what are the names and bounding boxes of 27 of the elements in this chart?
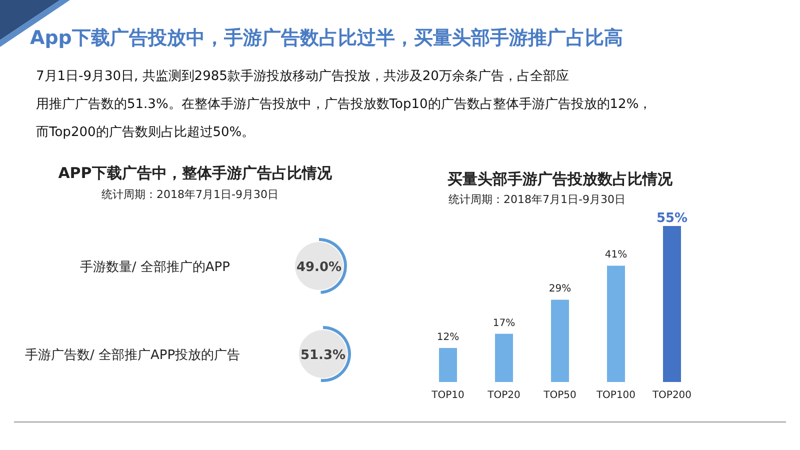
bar xyxy=(663,226,681,382)
data-label: 41% xyxy=(604,250,628,261)
x-tick-label: TOP100 xyxy=(595,390,636,401)
text: 51.3% xyxy=(300,348,346,363)
text: 手游数量/ 全部推广的APP xyxy=(80,260,230,275)
text: 49.0% xyxy=(296,260,342,275)
text: 7月1日-9月30日, 共监测到2985款手游投放移动广告投放，共涉及20万余条广告，占全部应 xyxy=(36,68,569,84)
text: 用推广广告数的51.3%。在整体手游广告投放中，广告投放数Top10的广告数占整体手游广告投放的12%， xyxy=(36,97,652,112)
x-tick-label: TOP200 xyxy=(651,390,692,401)
bar xyxy=(551,300,569,382)
chart-title: 买量头部手游广告投放数占比情况 xyxy=(448,170,674,188)
data-label: 55% xyxy=(656,211,688,226)
bar xyxy=(439,348,457,382)
chart-subtitle: 统计周期：2018年7月1日-9月30日 xyxy=(448,193,626,206)
text: 统计周期：2018年7月1日-9月30日 xyxy=(102,188,278,201)
x-tick-label: TOP50 xyxy=(542,390,576,401)
data-label: 17% xyxy=(492,318,516,329)
text: App下载广告投放中，手游广告数占比过半，买量头部手游推广占比高 xyxy=(30,27,623,49)
data-label: 29% xyxy=(548,284,572,295)
text: APP下载广告中，整体手游广告占比情况 xyxy=(58,164,333,182)
x-tick-label: TOP20 xyxy=(486,390,520,401)
bar xyxy=(495,334,513,382)
x-tick-label: TOP10 xyxy=(430,390,464,401)
text: 手游广告数/ 全部推广APP投放的广告 xyxy=(25,348,240,363)
bar xyxy=(607,266,625,382)
data-label: 12% xyxy=(436,332,460,343)
text: 而Top200的广告数则占比超过50%。 xyxy=(36,125,255,140)
